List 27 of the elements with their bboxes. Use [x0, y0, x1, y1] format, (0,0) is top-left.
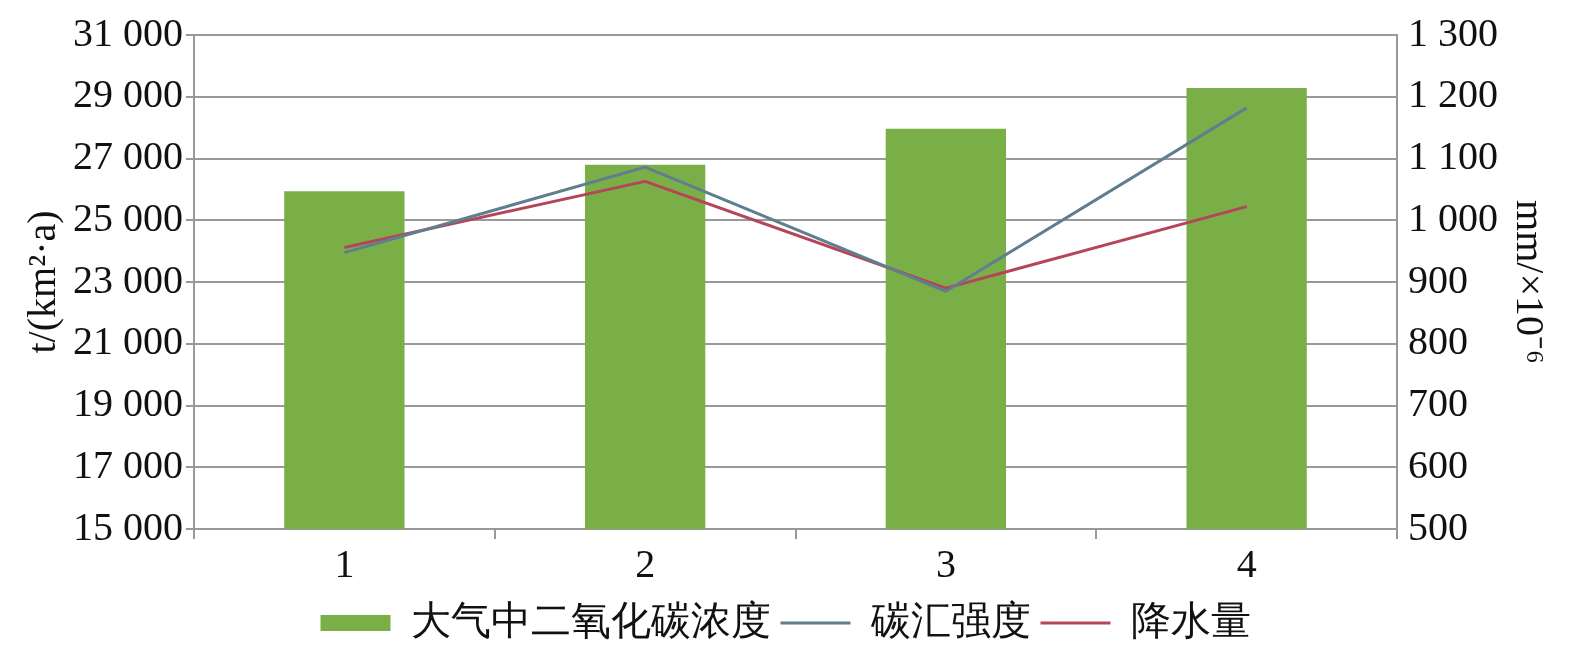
- y2-tick-label: 1 300: [1408, 9, 1498, 55]
- y-tick-label: 23 000: [73, 256, 183, 302]
- x-tick-label: 3: [935, 540, 956, 586]
- x-tick-label: 4: [1236, 540, 1257, 586]
- y-tick-label: 31 000: [73, 9, 183, 55]
- legend-label: 碳汇强度: [869, 597, 1031, 643]
- y2-tick-label: 800: [1408, 318, 1468, 364]
- x-tick-label: 1: [334, 540, 355, 586]
- y2-tick-label: 700: [1408, 380, 1468, 425]
- y2-tick-label: 1 000: [1408, 194, 1498, 240]
- y-tick-label: 17 000: [73, 441, 183, 487]
- y2-tick-label: 1 100: [1408, 133, 1498, 178]
- y2-tick-label: 500: [1408, 503, 1468, 549]
- y-tick-label: 27 000: [73, 133, 183, 178]
- y-axis-title: t/(km²·a): [18, 210, 64, 354]
- legend-label: 降水量: [1130, 597, 1251, 643]
- y2-axis-title: mm/×10⁻⁶: [1507, 200, 1553, 364]
- y2-tick-label: 600: [1408, 441, 1468, 487]
- y-tick-label: 21 000: [73, 318, 183, 364]
- y-tick-label: 15 000: [73, 503, 183, 549]
- y-tick-label: 29 000: [73, 71, 183, 117]
- y-tick-label: 25 000: [73, 194, 183, 240]
- x-tick-label: 2: [635, 540, 656, 586]
- y2-tick-label: 1 200: [1408, 71, 1498, 117]
- y-tick-label: 19 000: [73, 380, 183, 425]
- y2-tick-label: 900: [1408, 256, 1468, 302]
- legend-label: 大气中二氧化碳浓度: [410, 597, 771, 643]
